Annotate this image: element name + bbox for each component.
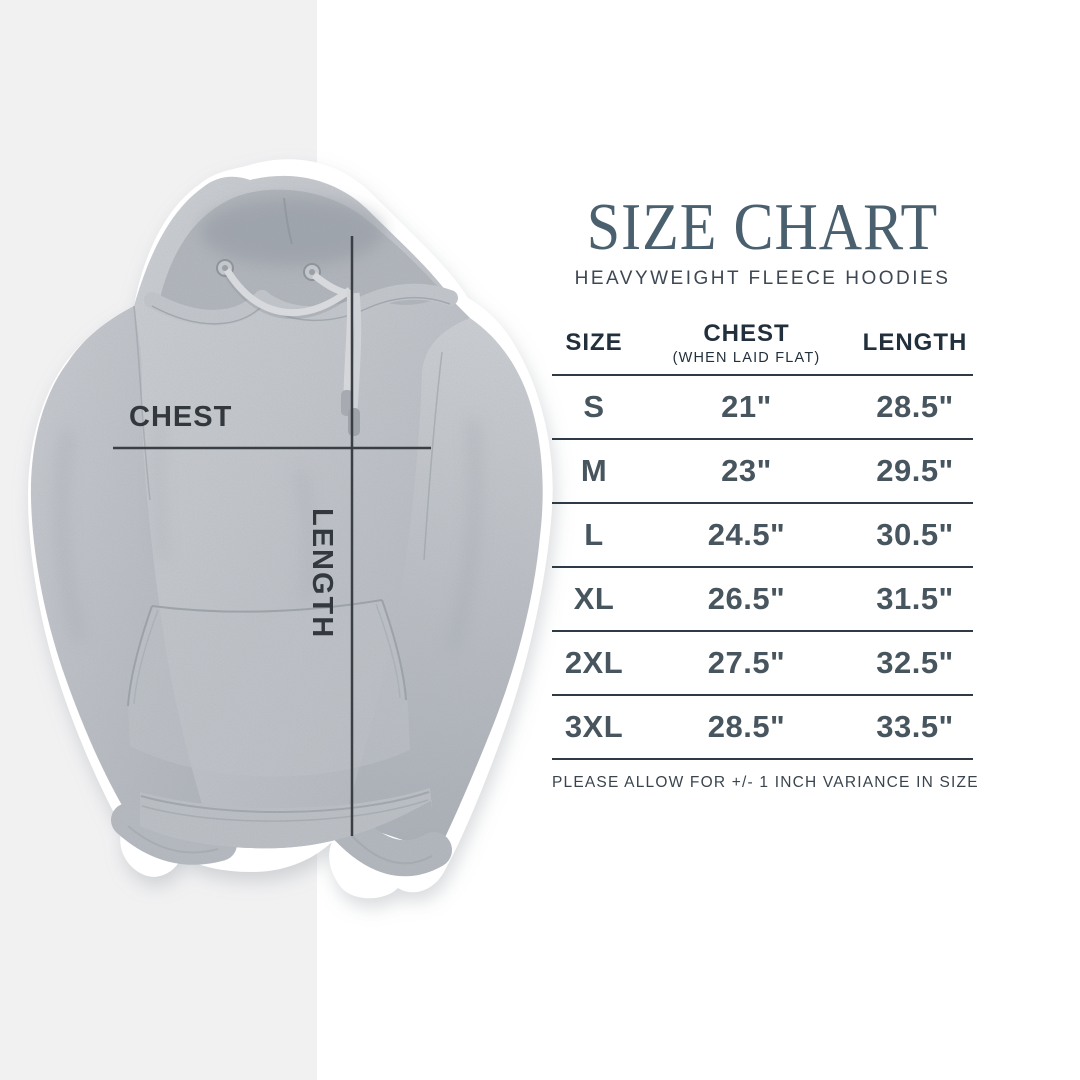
table-row: XL 26.5" 31.5" [552, 568, 973, 632]
cell-size: 3XL [564, 709, 624, 744]
table-row: L 24.5" 30.5" [552, 504, 973, 568]
col-header-chest-note: (WHEN LAID FLAT) [672, 350, 821, 366]
size-chart-panel: SIZE CHART HEAVYWEIGHT FLEECE HOODIES SI… [552, 192, 979, 792]
cell-chest: 26.5" [707, 581, 786, 616]
right-cuff-rib [349, 833, 433, 865]
left-cuff-rib [127, 825, 219, 854]
cell-length: 29.5" [876, 453, 954, 488]
fabric-folds [56, 419, 480, 652]
cell-length: 32.5" [876, 645, 954, 680]
cell-chest: 23" [721, 453, 772, 488]
left-armhole-seam [133, 305, 151, 501]
cell-chest: 28.5" [707, 709, 786, 744]
size-table-header: SIZE CHEST (WHEN LAID FLAT) LENGTH [552, 320, 973, 376]
col-header-size: SIZE [565, 329, 623, 356]
cell-length: 28.5" [876, 389, 954, 424]
cell-size: S [583, 389, 605, 424]
table-row: S 21" 28.5" [552, 376, 973, 440]
cell-size: L [584, 517, 604, 552]
cell-chest: 21" [721, 389, 772, 424]
size-table: SIZE CHEST (WHEN LAID FLAT) LENGTH S 21"… [552, 320, 973, 760]
table-row: 3XL 28.5" 33.5" [552, 696, 973, 760]
cell-length: 30.5" [876, 517, 954, 552]
col-header-length: LENGTH [862, 329, 968, 356]
hoodie-hem-band [140, 788, 432, 849]
hem-seam [140, 791, 430, 813]
hoodie-left-cuff [111, 803, 237, 865]
hoodie-pocket [127, 599, 410, 777]
hoodie-right-cuff [330, 810, 452, 877]
cell-length: 33.5" [876, 709, 954, 744]
cell-chest: 27.5" [707, 645, 786, 680]
col-header-chest: CHEST [703, 320, 790, 347]
hem-stitch [141, 799, 429, 822]
variance-footnote: PLEASE ALLOW FOR +/- 1 INCH VARIANCE IN … [552, 774, 979, 791]
hood-center-seam [283, 197, 293, 245]
cell-size: M [580, 453, 608, 488]
page-subtitle: HEAVYWEIGHT FLEECE HOODIES [574, 268, 951, 289]
page-title: SIZE CHART [586, 189, 939, 264]
cell-size: XL [573, 581, 615, 616]
cell-chest: 24.5" [707, 517, 786, 552]
table-row: 2XL 27.5" 32.5" [552, 632, 973, 696]
cell-length: 31.5" [876, 581, 954, 616]
right-armhole-seam [423, 351, 443, 561]
cell-size: 2XL [564, 645, 624, 680]
chest-measure-label: CHEST [129, 401, 233, 433]
hoodie-garment [30, 175, 543, 877]
aglet-right [348, 408, 360, 436]
length-measure-label: LENGTH [306, 508, 338, 640]
hoodie-drawstrings [216, 259, 362, 436]
table-row: M 23" 29.5" [552, 440, 973, 504]
